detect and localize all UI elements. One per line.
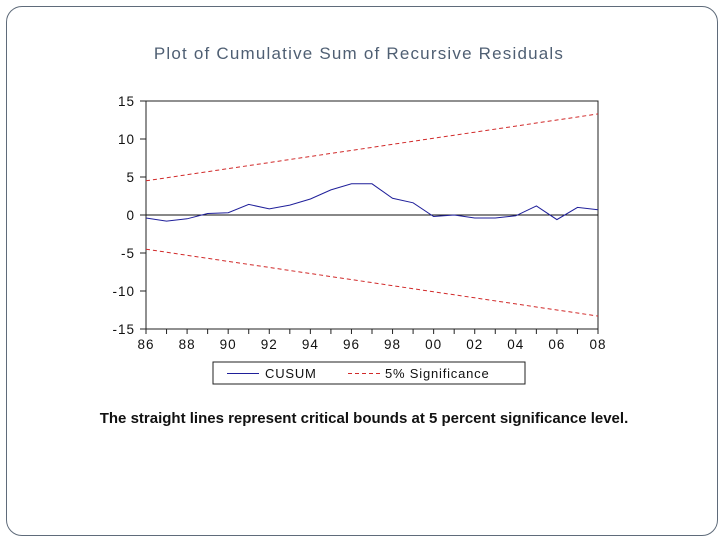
x-tick-label: 96 <box>343 337 360 352</box>
x-tick-label: 92 <box>261 337 278 352</box>
x-tick-label: 02 <box>466 337 483 352</box>
chart-title: Plot of Cumulative Sum of Recursive Resi… <box>153 44 565 63</box>
x-tick-label: 98 <box>384 337 401 352</box>
x-tick-label: 86 <box>137 337 154 352</box>
x-tick-label: 00 <box>425 337 442 352</box>
y-tick-label: -5 <box>121 246 135 261</box>
y-tick-label: 15 <box>118 94 135 109</box>
y-tick-label: -10 <box>112 284 135 299</box>
x-tick-label: 08 <box>589 337 606 352</box>
x-tick-label: 94 <box>302 337 319 352</box>
y-tick-label: 0 <box>126 208 135 223</box>
x-tick-label: 88 <box>179 337 196 352</box>
series-5-significance-lower <box>145 248 599 317</box>
series-cusum <box>145 183 599 222</box>
y-tick-label: 10 <box>118 132 135 147</box>
y-tick-label: 5 <box>126 170 135 185</box>
series-5-significance <box>145 113 599 182</box>
y-tick-label: -15 <box>112 322 135 337</box>
x-tick-label: 90 <box>220 337 237 352</box>
x-tick-label: 04 <box>507 337 524 352</box>
legend-label: 5% Significance <box>385 366 490 381</box>
x-tick-label: 06 <box>548 337 565 352</box>
legend-label: CUSUM <box>265 366 317 381</box>
caption-text: The straight lines represent critical bo… <box>99 410 629 427</box>
